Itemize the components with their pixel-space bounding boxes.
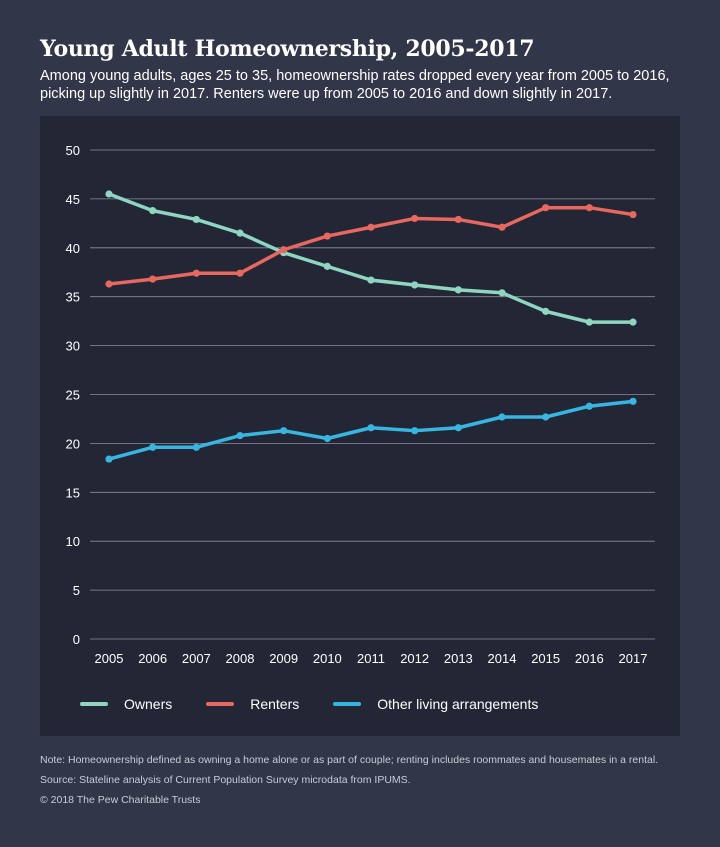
data-point-owners-2006 (149, 207, 157, 215)
data-point-other-living-arrangements-2011 (367, 424, 375, 432)
legend-label-renters: Renters (250, 696, 300, 712)
x-tick-label-2015: 2015 (531, 651, 560, 666)
data-point-renters-2015 (542, 204, 550, 212)
series-renters (105, 204, 637, 288)
data-point-renters-2012 (411, 214, 419, 223)
data-point-renters-2005 (105, 280, 113, 288)
y-tick-label-50: 50 (66, 143, 80, 158)
legend: Owners Renters Other living arrangements (80, 684, 572, 724)
data-point-owners-2005 (105, 190, 113, 198)
legend-swatch-renters (206, 702, 235, 706)
legend-swatch-other (333, 702, 362, 706)
grid-lines (90, 149, 655, 640)
series-other-living-arrangements (105, 397, 637, 463)
data-point-owners-2014 (498, 289, 506, 297)
footer-copyright: © 2018 The Pew Charitable Trusts (40, 794, 201, 806)
x-tick-label-2014: 2014 (488, 651, 517, 666)
legend-item-other: Other living arrangements (333, 696, 538, 712)
y-tick-label-0: 0 (73, 632, 80, 647)
y-tick-label-35: 35 (66, 290, 80, 305)
y-axis-ticks: 0 5 10 15 20 25 30 35 40 45 50 (66, 143, 80, 647)
x-tick-label-2006: 2006 (138, 651, 167, 666)
data-point-renters-2011 (367, 223, 375, 231)
y-tick-label-10: 10 (66, 534, 80, 549)
data-point-other-living-arrangements-2006 (149, 443, 157, 451)
data-point-owners-2011 (367, 276, 375, 284)
data-point-other-living-arrangements-2008 (236, 431, 244, 440)
legend-swatch-owners (80, 702, 108, 706)
data-point-renters-2006 (149, 275, 157, 283)
y-tick-label-40: 40 (66, 241, 80, 256)
x-tick-label-2009: 2009 (269, 651, 298, 666)
data-point-renters-2009 (280, 246, 288, 254)
chart-panel: 0 5 10 15 20 25 30 35 40 45 50 2005 2006 2007 2008 200… (40, 116, 680, 736)
y-tick-label-5: 5 (73, 583, 80, 598)
data-point-renters-2008 (236, 269, 244, 277)
data-point-other-living-arrangements-2005 (105, 455, 113, 463)
x-tick-label-2008: 2008 (226, 651, 255, 666)
x-tick-label-2007: 2007 (182, 651, 211, 666)
data-point-renters-2013 (454, 215, 462, 224)
data-point-other-living-arrangements-2010 (323, 434, 331, 443)
data-point-renters-2016 (585, 204, 593, 212)
legend-item-renters: Renters (206, 696, 299, 712)
data-point-renters-2017 (629, 210, 637, 219)
legend-label-other: Other living arrangements (377, 696, 539, 712)
series-owners (105, 190, 637, 326)
data-point-other-living-arrangements-2014 (498, 413, 506, 421)
x-tick-label-2016: 2016 (575, 651, 604, 666)
data-point-owners-2010 (323, 262, 331, 270)
y-tick-label-20: 20 (66, 436, 80, 451)
y-tick-label-15: 15 (66, 485, 80, 500)
data-point-owners-2008 (236, 229, 244, 237)
data-point-renters-2007 (192, 269, 200, 277)
data-point-other-living-arrangements-2007 (192, 443, 200, 451)
series-line-owners (107, 192, 635, 324)
footer-source: Source: Stateline analysis of Current Po… (40, 774, 411, 786)
x-axis-ticks: 2005 2006 2007 2008 2009 2010 2011 2012 2013 2014… (95, 651, 648, 666)
data-point-renters-2014 (498, 223, 506, 231)
footer: Note: Homeownership defined as owning a … (40, 753, 700, 813)
x-tick-label-2011: 2011 (357, 651, 385, 666)
legend-item-owners: Owners (80, 696, 172, 712)
x-tick-label-2017: 2017 (619, 651, 648, 666)
data-point-other-living-arrangements-2015 (542, 413, 550, 421)
data-point-other-living-arrangements-2013 (454, 424, 462, 432)
y-tick-label-25: 25 (66, 388, 80, 403)
data-point-owners-2007 (192, 215, 200, 224)
data-point-owners-2012 (411, 281, 419, 289)
data-point-owners-2015 (542, 307, 550, 315)
x-tick-label-2013: 2013 (444, 651, 473, 666)
data-point-owners-2016 (585, 318, 593, 326)
legend-label-owners: Owners (124, 696, 173, 712)
chart-subtitle: Among young adults, ages 25 to 35, homeo… (40, 68, 670, 102)
data-point-renters-2010 (323, 232, 331, 240)
data-point-other-living-arrangements-2012 (411, 427, 419, 435)
y-tick-label-45: 45 (66, 192, 80, 207)
data-point-owners-2013 (454, 286, 462, 294)
x-tick-label-2012: 2012 (400, 651, 429, 666)
data-point-owners-2017 (629, 318, 637, 326)
x-tick-label-2005: 2005 (95, 651, 124, 666)
data-point-other-living-arrangements-2017 (629, 397, 637, 405)
series-lines (105, 190, 637, 463)
data-point-other-living-arrangements-2009 (280, 427, 288, 435)
chart-title: Young Adult Homeownership, 2005-2017 (40, 36, 535, 62)
data-point-other-living-arrangements-2016 (585, 402, 593, 410)
footer-note: Note: Homeownership defined as owning a … (40, 754, 659, 766)
x-tick-label-2010: 2010 (313, 651, 342, 666)
y-tick-label-30: 30 (66, 339, 80, 354)
